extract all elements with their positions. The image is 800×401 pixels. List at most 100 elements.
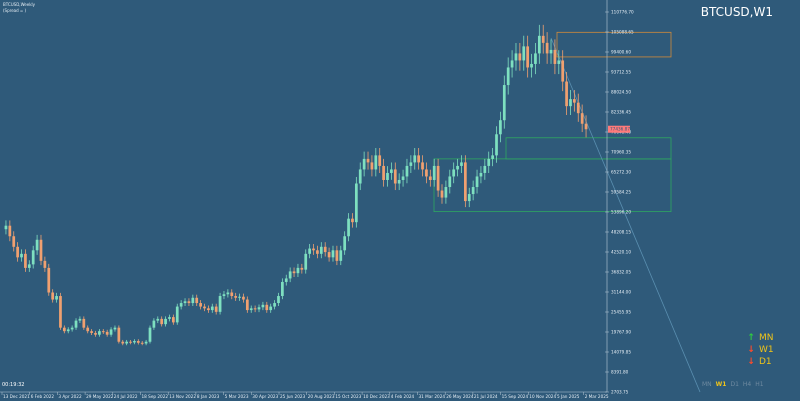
tf-button-h4[interactable]: H4	[742, 381, 752, 388]
candle	[463, 162, 467, 202]
tf-button-mn[interactable]: MN	[702, 381, 712, 388]
candle	[425, 169, 428, 177]
candle	[12, 236, 16, 247]
price-tick-label: 99400.60	[611, 50, 631, 55]
candle	[62, 327, 66, 332]
candle	[207, 308, 210, 311]
candle	[573, 99, 576, 103]
demand-zone[interactable]	[505, 137, 672, 160]
last-price-label: 77436.87	[610, 127, 630, 132]
candle	[171, 317, 175, 323]
date-tick-label: 5 Mar 2023	[225, 394, 249, 399]
candle	[370, 162, 374, 170]
date-tick-label: 29 May 2022	[86, 394, 114, 399]
signal-mn: ↑ MN	[746, 333, 774, 344]
candle	[98, 331, 101, 335]
candle	[460, 162, 463, 166]
candle	[343, 236, 347, 251]
price-tick-label: 110776.70	[611, 10, 634, 15]
candle	[428, 176, 432, 180]
date-tick-label: 2 Mar 2025	[585, 394, 609, 399]
trendline[interactable]	[550, 37, 701, 393]
candle	[152, 320, 156, 328]
candle	[125, 341, 129, 344]
candle	[506, 67, 510, 86]
candle	[440, 190, 444, 198]
candle	[43, 260, 47, 268]
candle	[20, 253, 23, 258]
candle	[467, 194, 471, 202]
candle	[253, 308, 257, 310]
date-tick-label: 24 Jul 2022	[114, 394, 138, 399]
candle	[90, 331, 93, 333]
tf-button-w1[interactable]: W1	[715, 381, 727, 388]
candle	[537, 35, 541, 54]
candle	[249, 308, 253, 311]
candle	[109, 329, 113, 335]
candle	[522, 46, 526, 61]
candle	[316, 250, 319, 254]
price-tick-label: 36832.05	[611, 270, 631, 275]
candle	[366, 158, 370, 163]
candle	[66, 329, 70, 332]
candle	[569, 99, 572, 107]
candle	[121, 341, 125, 344]
price-tick-label: 93712.55	[611, 70, 631, 75]
candle	[549, 49, 553, 54]
candle	[35, 239, 39, 251]
candle	[113, 327, 117, 330]
candle	[59, 296, 62, 328]
candle	[327, 252, 331, 258]
candle	[191, 297, 195, 304]
candle	[164, 318, 167, 325]
candle	[534, 53, 537, 64]
candle	[296, 267, 300, 274]
signal-label: D1	[759, 357, 772, 367]
price-tick-label: 19767.90	[611, 330, 631, 335]
candle	[16, 246, 19, 258]
tf-button-d1[interactable]: D1	[730, 381, 739, 388]
candle	[495, 134, 498, 156]
down-arrow-icon: ↓	[747, 345, 755, 355]
candle	[238, 296, 241, 298]
signal-label: MN	[759, 333, 774, 343]
candle	[281, 281, 284, 297]
candle	[140, 342, 144, 344]
candle	[502, 85, 506, 121]
candle	[300, 267, 304, 270]
candle	[257, 307, 261, 310]
candle	[421, 162, 424, 170]
candle	[265, 304, 269, 311]
candle	[487, 158, 491, 166]
candle	[405, 165, 409, 177]
date-tick-label: 6 Feb 2022	[31, 394, 55, 399]
candle	[55, 296, 58, 300]
candle	[397, 179, 401, 184]
candle	[471, 187, 475, 195]
candle	[323, 246, 327, 253]
candle	[86, 327, 90, 332]
down-arrow-icon: ↓	[747, 357, 755, 367]
timeframe-bar: MN W1 D1 H4 H1	[702, 381, 768, 388]
candle	[339, 250, 343, 261]
candle	[101, 331, 105, 333]
candle	[335, 250, 339, 261]
date-tick-label: 15 Sep 2024	[502, 394, 529, 399]
candle	[312, 248, 315, 251]
candle	[557, 60, 561, 64]
date-tick-label: 13 Nov 2022	[169, 394, 196, 399]
candle-timer: 00:19:32	[2, 382, 25, 388]
candle	[580, 113, 584, 124]
candle	[319, 246, 323, 254]
candle	[133, 341, 136, 343]
candle	[386, 172, 389, 180]
supply-zone[interactable]	[556, 31, 672, 58]
up-arrow-icon: ↑	[747, 333, 755, 343]
candle	[148, 327, 152, 342]
candle	[553, 49, 557, 64]
candle	[82, 318, 86, 328]
price-tick-label: 48208.15	[611, 230, 631, 235]
tf-button-h1[interactable]: H1	[755, 381, 764, 388]
